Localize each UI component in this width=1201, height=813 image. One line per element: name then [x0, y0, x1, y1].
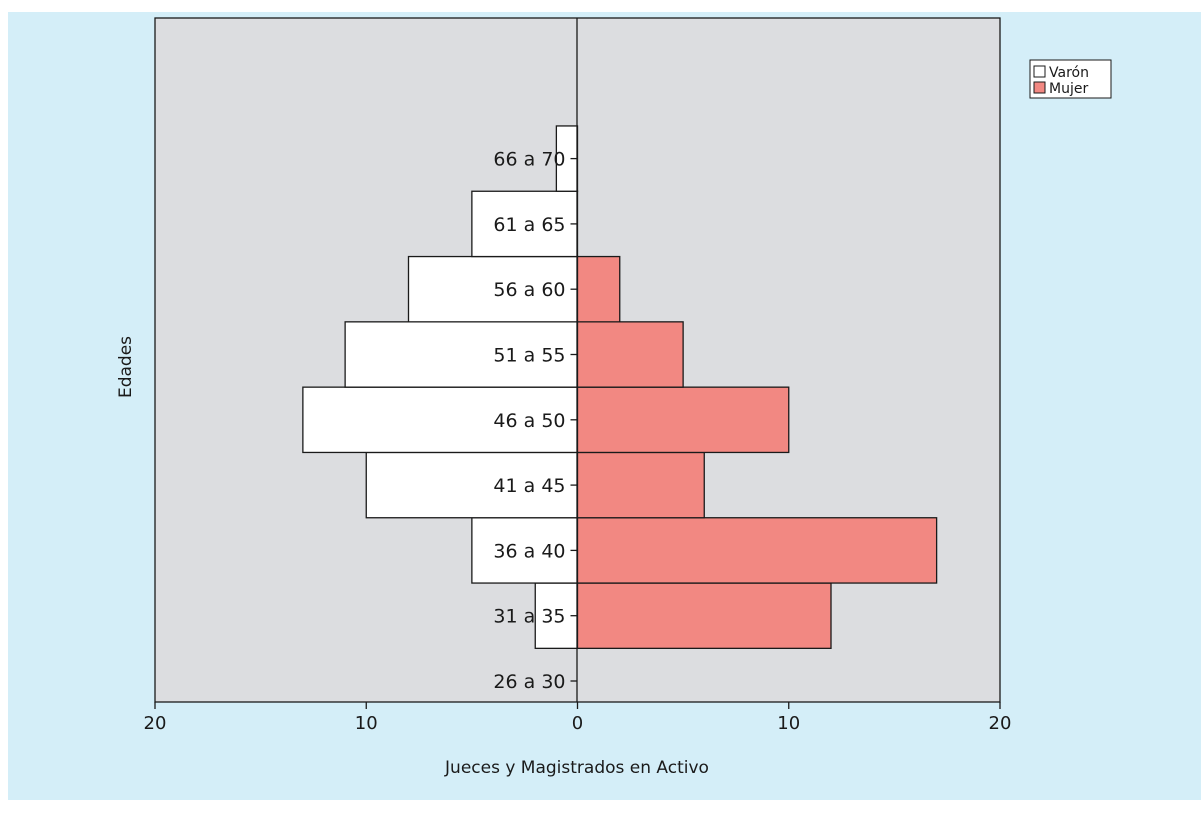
category-label: 31 a 35 [493, 606, 565, 628]
bar-varon-56-a-60 [407, 255, 579, 323]
category-label: 26 a 30 [493, 671, 565, 693]
category-label: 61 a 65 [493, 214, 565, 236]
category-label: 36 a 40 [493, 540, 565, 562]
bar-varon-46-a-50 [302, 386, 579, 454]
x-tick-label: 0 [572, 713, 583, 734]
mujer-bars [576, 255, 938, 649]
category-label: 51 a 55 [493, 345, 565, 367]
x-axis-tick-labels: 20 10 0 10 20 [144, 713, 1012, 734]
chart-frame: 26 a 30 31 a 35 36 a 40 41 a 45 46 a 50 51 a … [8, 12, 1201, 800]
legend-label-mujer: Mujer [1049, 81, 1088, 97]
bar-varon-51-a-55 [344, 321, 579, 388]
bar-mujer-41-a-45 [576, 451, 705, 519]
x-axis-ticks [154, 702, 1001, 709]
x-axis-label: Jueces y Magistrados en Activo [444, 758, 709, 778]
x-tick-label: 20 [989, 713, 1012, 734]
legend-label-varon: Varón [1049, 65, 1089, 81]
category-ticks [570, 157, 578, 682]
bar-mujer-36-a-40 [576, 517, 938, 584]
legend-swatch-mujer [1033, 81, 1046, 94]
category-labels: 26 a 30 31 a 35 36 a 40 41 a 45 46 a 50 51 a … [493, 149, 565, 693]
population-pyramid-chart: 26 a 30 31 a 35 36 a 40 41 a 45 46 a 50 51 a … [8, 12, 1201, 800]
bar-mujer-31-a-35 [576, 582, 832, 649]
legend-swatch-varon [1033, 65, 1046, 78]
bar-varon-36-a-40 [471, 517, 579, 584]
bar-varon-61-a-65 [471, 190, 579, 258]
bar-mujer-56-a-60 [576, 255, 621, 323]
category-label: 56 a 60 [493, 279, 565, 301]
bar-varon-41-a-45 [365, 451, 579, 519]
category-label: 46 a 50 [493, 410, 565, 432]
bar-mujer-46-a-50 [576, 386, 790, 454]
varon-bars [302, 125, 579, 649]
x-tick-label: 20 [144, 713, 167, 734]
category-label: 41 a 45 [493, 475, 565, 497]
y-axis-label: Edades [116, 336, 136, 398]
bar-mujer-51-a-55 [576, 321, 684, 388]
x-tick-label: 10 [355, 713, 378, 734]
x-tick-label: 10 [777, 713, 800, 734]
category-label: 66 a 70 [493, 149, 565, 171]
